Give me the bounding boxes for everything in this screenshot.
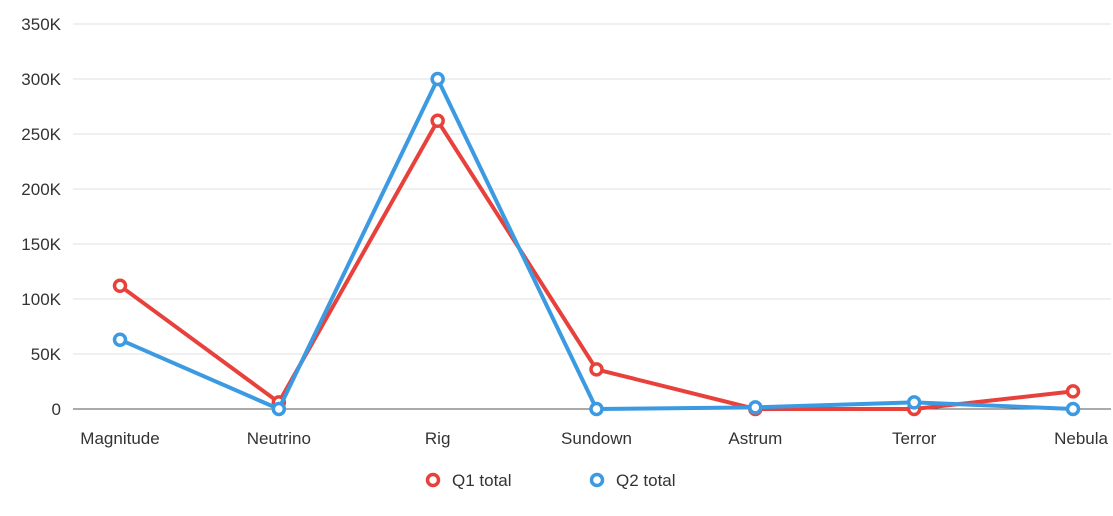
data-point — [1065, 401, 1081, 417]
data-point — [112, 332, 128, 347]
x-axis-ticks: Magnitude Neutrino Rig Sundown Astrum Terror N… — [80, 429, 1108, 448]
legend-label: Q1 total — [452, 471, 512, 490]
data-point — [271, 401, 287, 417]
y-tick-label: 300K — [21, 70, 61, 89]
legend-marker-icon — [425, 472, 441, 488]
legend-item[interactable]: Q2 total — [589, 471, 676, 490]
series-1 — [112, 113, 1081, 417]
y-tick-label: 50K — [31, 345, 62, 364]
data-point — [112, 278, 128, 294]
y-tick-label: 150K — [21, 235, 61, 254]
x-tick-label: Rig — [425, 429, 451, 448]
data-point — [430, 71, 445, 87]
x-tick-label: Astrum — [728, 429, 782, 448]
data-point — [906, 395, 922, 410]
series-group — [112, 71, 1081, 417]
x-tick-label: Neutrino — [247, 429, 311, 448]
series-2 — [112, 71, 1081, 417]
legend-label: Q2 total — [616, 471, 676, 490]
x-tick-label: Terror — [892, 429, 937, 448]
legend: Q1 total Q2 total — [425, 471, 676, 490]
grid — [73, 23, 1111, 355]
data-point — [589, 401, 604, 417]
data-point — [430, 113, 445, 129]
data-point — [748, 400, 763, 415]
x-tick-label: Nebula — [1054, 429, 1108, 448]
x-tick-label: Sundown — [561, 429, 632, 448]
legend-marker-icon — [589, 472, 605, 488]
y-tick-label: 0 — [52, 400, 61, 419]
x-tick-label: Magnitude — [80, 429, 159, 448]
y-tick-label: 350K — [21, 15, 61, 34]
y-tick-label: 200K — [21, 180, 61, 199]
y-tick-label: 250K — [21, 125, 61, 144]
legend-item[interactable]: Q1 total — [425, 471, 512, 490]
data-point — [589, 362, 604, 377]
data-point — [1065, 384, 1081, 399]
y-tick-label: 100K — [21, 290, 61, 309]
y-axis-ticks: 0 50K 100K 150K 200K 250K 300K 350K — [21, 15, 61, 419]
